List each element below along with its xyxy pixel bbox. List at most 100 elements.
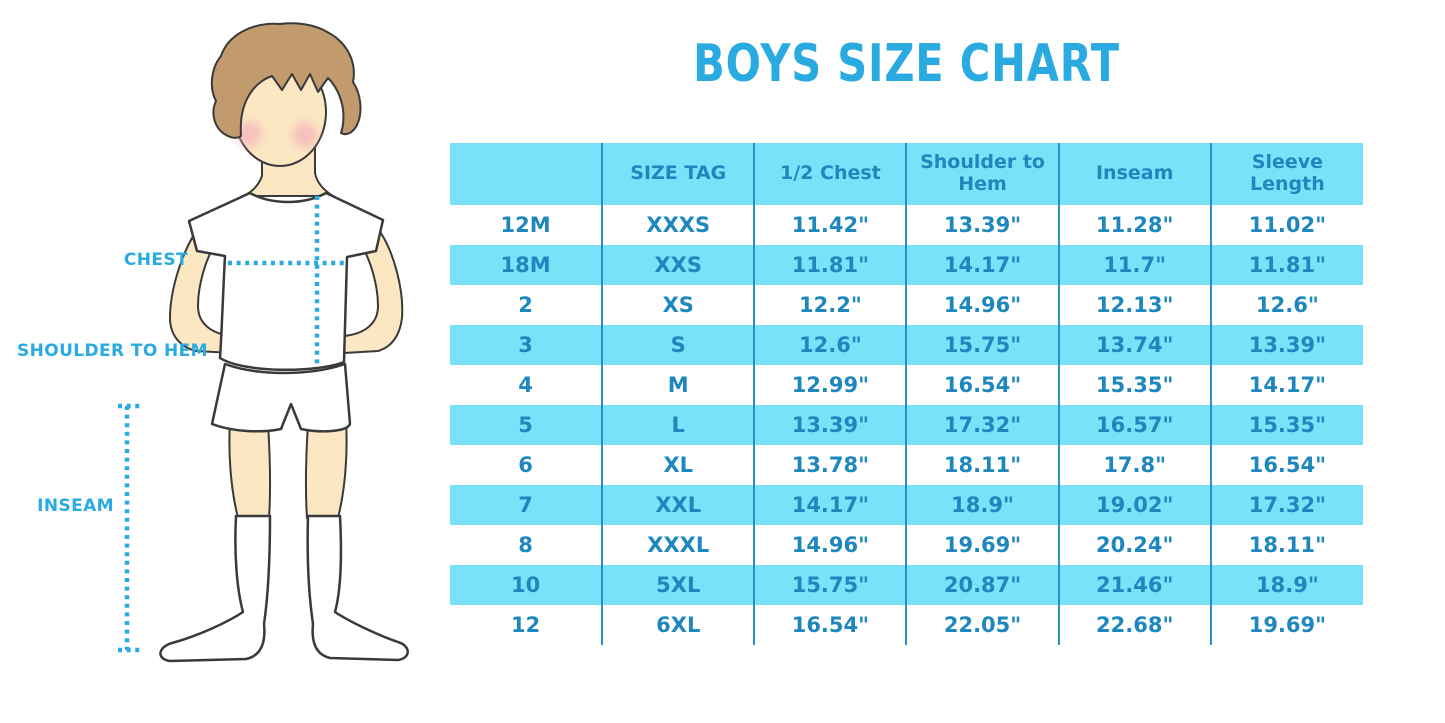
measurement-cell: 18.9" [905,485,1059,525]
measurement-cell: 16.54" [1209,445,1363,485]
table-header: SIZE TAG 1/2 Chest Shoulder to Hem Inseam Sl… [450,143,1363,205]
measurement-cell: 19.69" [1209,605,1363,645]
table-row: 8 XXXL 14.96" 19.69" 20.24" 18.11" [450,525,1363,565]
measurement-cell: 15.35" [1057,365,1211,405]
measurement-cell: 20.87" [905,565,1059,605]
left-leg [228,419,272,519]
measurement-cell: 11.81" [753,245,907,285]
measurement-cell: 14.17" [905,245,1059,285]
column-header: 1/2 Chest [753,143,907,205]
row-size-label: 10 [510,573,541,597]
measurement-cell: 14.96" [905,285,1059,325]
measurement-cell: 22.05" [905,605,1059,645]
measurement-cell: 19.69" [905,525,1059,565]
measurement-cell: 13.39" [753,405,907,445]
measurement-cell: 11.02" [1209,205,1363,245]
measurement-cell: 17.32" [1209,485,1363,525]
measurement-cell: 12.6" [1209,285,1363,325]
right-cheek [292,122,318,148]
row-size-label: 2 [518,293,533,317]
measurement-cell: 12.99" [753,365,907,405]
left-cheek [236,121,262,147]
measurement-cell: 6XL [601,605,755,645]
column-header: Sleeve Length [1209,143,1363,205]
measurement-cell: S [601,325,755,365]
page-title: BOYS SIZE CHART [693,34,1120,94]
measurement-cell: 12.2" [753,285,907,325]
measurement-cell: 16.54" [905,365,1059,405]
table-row: 12 6XL 16.54" 22.05" 22.68" 19.69" [450,605,1363,645]
measurement-cell: XXXS [601,205,755,245]
measurement-cell: XS [601,285,755,325]
measurement-cell: 16.54" [753,605,907,645]
table-row: 6 XL 13.78" 18.11" 17.8" 16.54" [450,445,1363,485]
inseam-label: INSEAM [37,496,114,516]
measurement-cell: L [601,405,755,445]
measurement-cell: 17.8" [1057,445,1211,485]
row-size-label: 6 [518,453,533,477]
measurement-cell: 11.81" [1209,245,1363,285]
table-row: 18M XXS 11.81" 14.17" 11.7" 11.81" [450,245,1363,285]
measurement-cell: 18.9" [1209,565,1363,605]
measurement-cell: XL [601,445,755,485]
column-header: Shoulder to Hem [905,143,1059,205]
measurement-cell: 15.75" [753,565,907,605]
measurement-cell: 18.11" [905,445,1059,485]
measurement-cell: 14.96" [753,525,907,565]
measurement-cell: 16.57" [1057,405,1211,445]
chest-label: CHEST [123,250,188,270]
measurement-cell: 11.28" [1057,205,1211,245]
table-row: 2 XS 12.2" 14.96" 12.13" 12.6" [450,285,1363,325]
shorts-shape [210,362,352,433]
measurement-cell: 13.39" [1209,325,1363,365]
left-arm [169,229,233,354]
boy-illustration [118,22,409,663]
row-size-label: 12 [510,613,541,637]
right-sock [306,514,409,662]
measurement-cell: 11.42" [753,205,907,245]
measurement-cell: 5XL [601,565,755,605]
measurement-cell: 14.17" [753,485,907,525]
measurement-cell: 21.46" [1057,565,1211,605]
measurement-cell: 13.39" [905,205,1059,245]
row-size-label: 5 [518,413,533,437]
measurement-cell: 12.13" [1057,285,1211,325]
measurement-cell: 15.75" [905,325,1059,365]
table-row: 7 XXL 14.17" 18.9" 19.02" 17.32" [450,485,1363,525]
row-size-label: 18M [500,253,551,277]
measurement-cell: XXS [601,245,755,285]
row-size-label: 8 [518,533,533,557]
measurement-cell: 19.02" [1057,485,1211,525]
row-size-label: 7 [518,493,533,517]
row-size-label: 4 [518,373,533,397]
measurement-cell: 20.24" [1057,525,1211,565]
row-size-label: 3 [518,333,533,357]
measurement-cell: 14.17" [1209,365,1363,405]
table-row: 10 5XL 15.75" 20.87" 21.46" 18.9" [450,565,1363,605]
shoulder-to-hem-label: SHOULDER TO HEM [16,341,208,361]
table-row: 12M XXXS 11.42" 13.39" 11.28" 11.02" [450,205,1363,245]
measurement-cell: XXXL [601,525,755,565]
header-row: SIZE TAG 1/2 Chest Shoulder to Hem Inseam Sl… [450,143,1363,205]
column-header: SIZE TAG [601,143,755,205]
table-row: 3 S 12.6" 15.75" 13.74" 13.39" [450,325,1363,365]
row-size-label: 12M [500,213,551,237]
corner-header-cell [450,143,602,205]
table-row: 4 M 12.99" 16.54" 15.35" 14.17" [450,365,1363,405]
measurement-cell: 22.68" [1057,605,1211,645]
measurement-figure: CHEST SHOULDER TO HEM INSEAM [0,0,450,723]
size-chart-table: SIZE TAG 1/2 Chest Shoulder to Hem Inseam Sl… [450,143,1363,645]
measurement-cell: 13.74" [1057,325,1211,365]
table-body: 12M XXXS 11.42" 13.39" 11.28" 11.02" 18M XXS 11.… [450,205,1363,645]
right-arm [343,229,404,354]
measurement-cell: 15.35" [1209,405,1363,445]
column-header: Inseam [1057,143,1211,205]
right-leg [304,419,348,519]
table-row: 5 L 13.39" 17.32" 16.57" 15.35" [450,405,1363,445]
measurement-cell: 18.11" [1209,525,1363,565]
measurement-cell: 11.7" [1057,245,1211,285]
measurement-cell: 13.78" [753,445,907,485]
measurement-cell: XXL [601,485,755,525]
left-sock [159,514,272,663]
